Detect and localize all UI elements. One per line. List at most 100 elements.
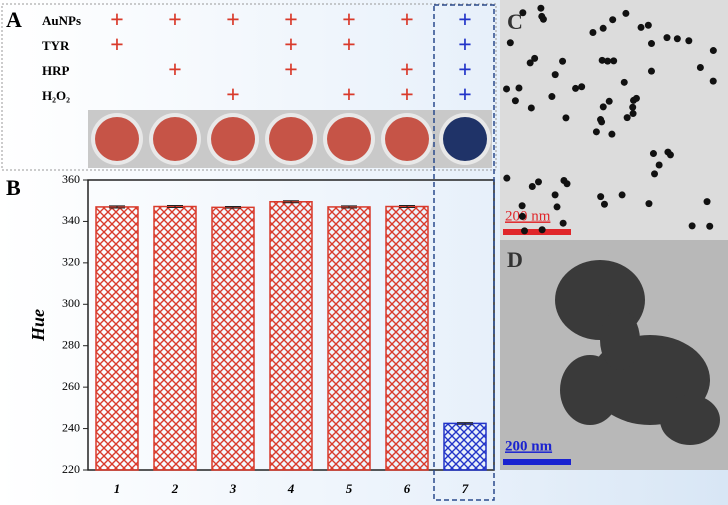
bar xyxy=(386,207,428,470)
nanoparticle xyxy=(519,9,526,16)
x-tick-label: 7 xyxy=(462,481,469,496)
well-liquid xyxy=(211,117,255,161)
y-tick-label: 220 xyxy=(62,462,80,476)
nanoparticle xyxy=(548,93,555,100)
scale-label: 200 nm xyxy=(505,208,551,224)
plus-mark: + xyxy=(284,33,298,59)
nanoparticle xyxy=(674,35,681,42)
y-axis-label: Hue xyxy=(28,309,48,342)
panel-label: A xyxy=(6,7,22,32)
nanoparticle xyxy=(537,5,544,12)
nanoparticle xyxy=(604,58,611,65)
bar xyxy=(212,207,254,470)
nanoparticle xyxy=(651,170,658,177)
nanoparticle xyxy=(630,110,637,117)
nanoparticle xyxy=(629,104,636,111)
nanoparticle xyxy=(645,22,652,29)
plus-mark: + xyxy=(284,58,298,84)
x-tick-label: 5 xyxy=(346,481,353,496)
row-label: HRP xyxy=(42,63,70,78)
scale-bar xyxy=(503,229,571,235)
plus-mark: + xyxy=(342,33,356,59)
figure: A B C D 200 nm 200 nm Hue AuNPs+++++++TY… xyxy=(0,0,728,505)
plus-mark: + xyxy=(342,8,356,34)
nanoparticle xyxy=(528,104,535,111)
nanoparticle xyxy=(538,13,545,20)
nanoparticle xyxy=(519,202,526,209)
plus-mark: + xyxy=(110,33,124,59)
nanoparticle xyxy=(600,103,607,110)
x-tick-label: 3 xyxy=(229,481,237,496)
x-tick-label: 4 xyxy=(287,481,295,496)
nanoparticle xyxy=(529,183,536,190)
nanoparticle xyxy=(638,24,645,31)
nanoparticle xyxy=(706,223,713,230)
nanoparticle xyxy=(589,29,596,36)
nanoparticle xyxy=(559,58,566,65)
nanoparticle xyxy=(521,227,528,234)
nanoparticle xyxy=(685,37,692,44)
tem-image-c xyxy=(500,0,728,240)
nanoparticle xyxy=(515,85,522,92)
nanoparticle xyxy=(689,222,696,229)
nanoparticle xyxy=(648,68,655,75)
nanoparticle xyxy=(503,85,510,92)
plus-mark: + xyxy=(400,8,414,34)
row-label: AuNPs xyxy=(42,13,81,28)
nanoparticle xyxy=(554,203,561,210)
panel-label: B xyxy=(6,175,21,200)
plus-mark: + xyxy=(110,8,124,34)
plus-mark: + xyxy=(226,83,240,109)
nanoparticle xyxy=(656,161,663,168)
nanoparticle xyxy=(633,95,640,102)
row-label: TYR xyxy=(42,38,70,53)
x-tick-label: 2 xyxy=(171,481,179,496)
nanoparticle xyxy=(609,16,616,23)
nanoparticle xyxy=(562,114,569,121)
nanoparticle xyxy=(606,98,613,105)
nanoparticle xyxy=(531,55,538,62)
y-tick-label: 360 xyxy=(62,172,80,186)
well-liquid xyxy=(443,117,487,161)
nanoparticle xyxy=(650,150,657,157)
bar xyxy=(96,207,138,470)
bar xyxy=(328,207,370,470)
nanoparticle xyxy=(519,213,526,220)
figure-svg: A B C D 200 nm 200 nm Hue AuNPs+++++++TY… xyxy=(0,0,728,505)
nanoparticle xyxy=(710,47,717,54)
nanoparticle xyxy=(645,200,652,207)
row-label: H₂O₂ xyxy=(42,88,70,103)
plus-mark: + xyxy=(284,8,298,34)
nanoparticle xyxy=(601,201,608,208)
nanoparticle xyxy=(552,191,559,198)
well-liquid xyxy=(95,117,139,161)
well-liquid xyxy=(269,117,313,161)
nanoparticle xyxy=(503,175,510,182)
plus-mark: + xyxy=(342,83,356,109)
well-liquid xyxy=(153,117,197,161)
y-tick-label: 260 xyxy=(62,379,80,393)
well-liquid xyxy=(385,117,429,161)
plus-mark: + xyxy=(458,8,472,34)
nanoparticle xyxy=(507,39,514,46)
y-tick-label: 340 xyxy=(62,213,80,227)
nanoparticle xyxy=(597,193,604,200)
y-tick-label: 320 xyxy=(62,255,80,269)
nanoparticle xyxy=(552,71,559,78)
nanoparticle xyxy=(535,178,542,185)
plus-mark: + xyxy=(400,83,414,109)
bar xyxy=(154,207,196,470)
nanoparticle xyxy=(572,85,579,92)
well-liquid xyxy=(327,117,371,161)
nanoparticle xyxy=(621,79,628,86)
nanoparticle xyxy=(619,191,626,198)
nanoparticle xyxy=(600,25,607,32)
plus-mark: + xyxy=(458,33,472,59)
nanoparticle xyxy=(593,128,600,135)
nanoparticle xyxy=(664,149,671,156)
nanoparticle xyxy=(608,131,615,138)
nanoparticle xyxy=(610,57,617,64)
scale-label: 200 nm xyxy=(505,438,553,454)
plus-mark: + xyxy=(458,58,472,84)
nanoparticle xyxy=(697,64,704,71)
